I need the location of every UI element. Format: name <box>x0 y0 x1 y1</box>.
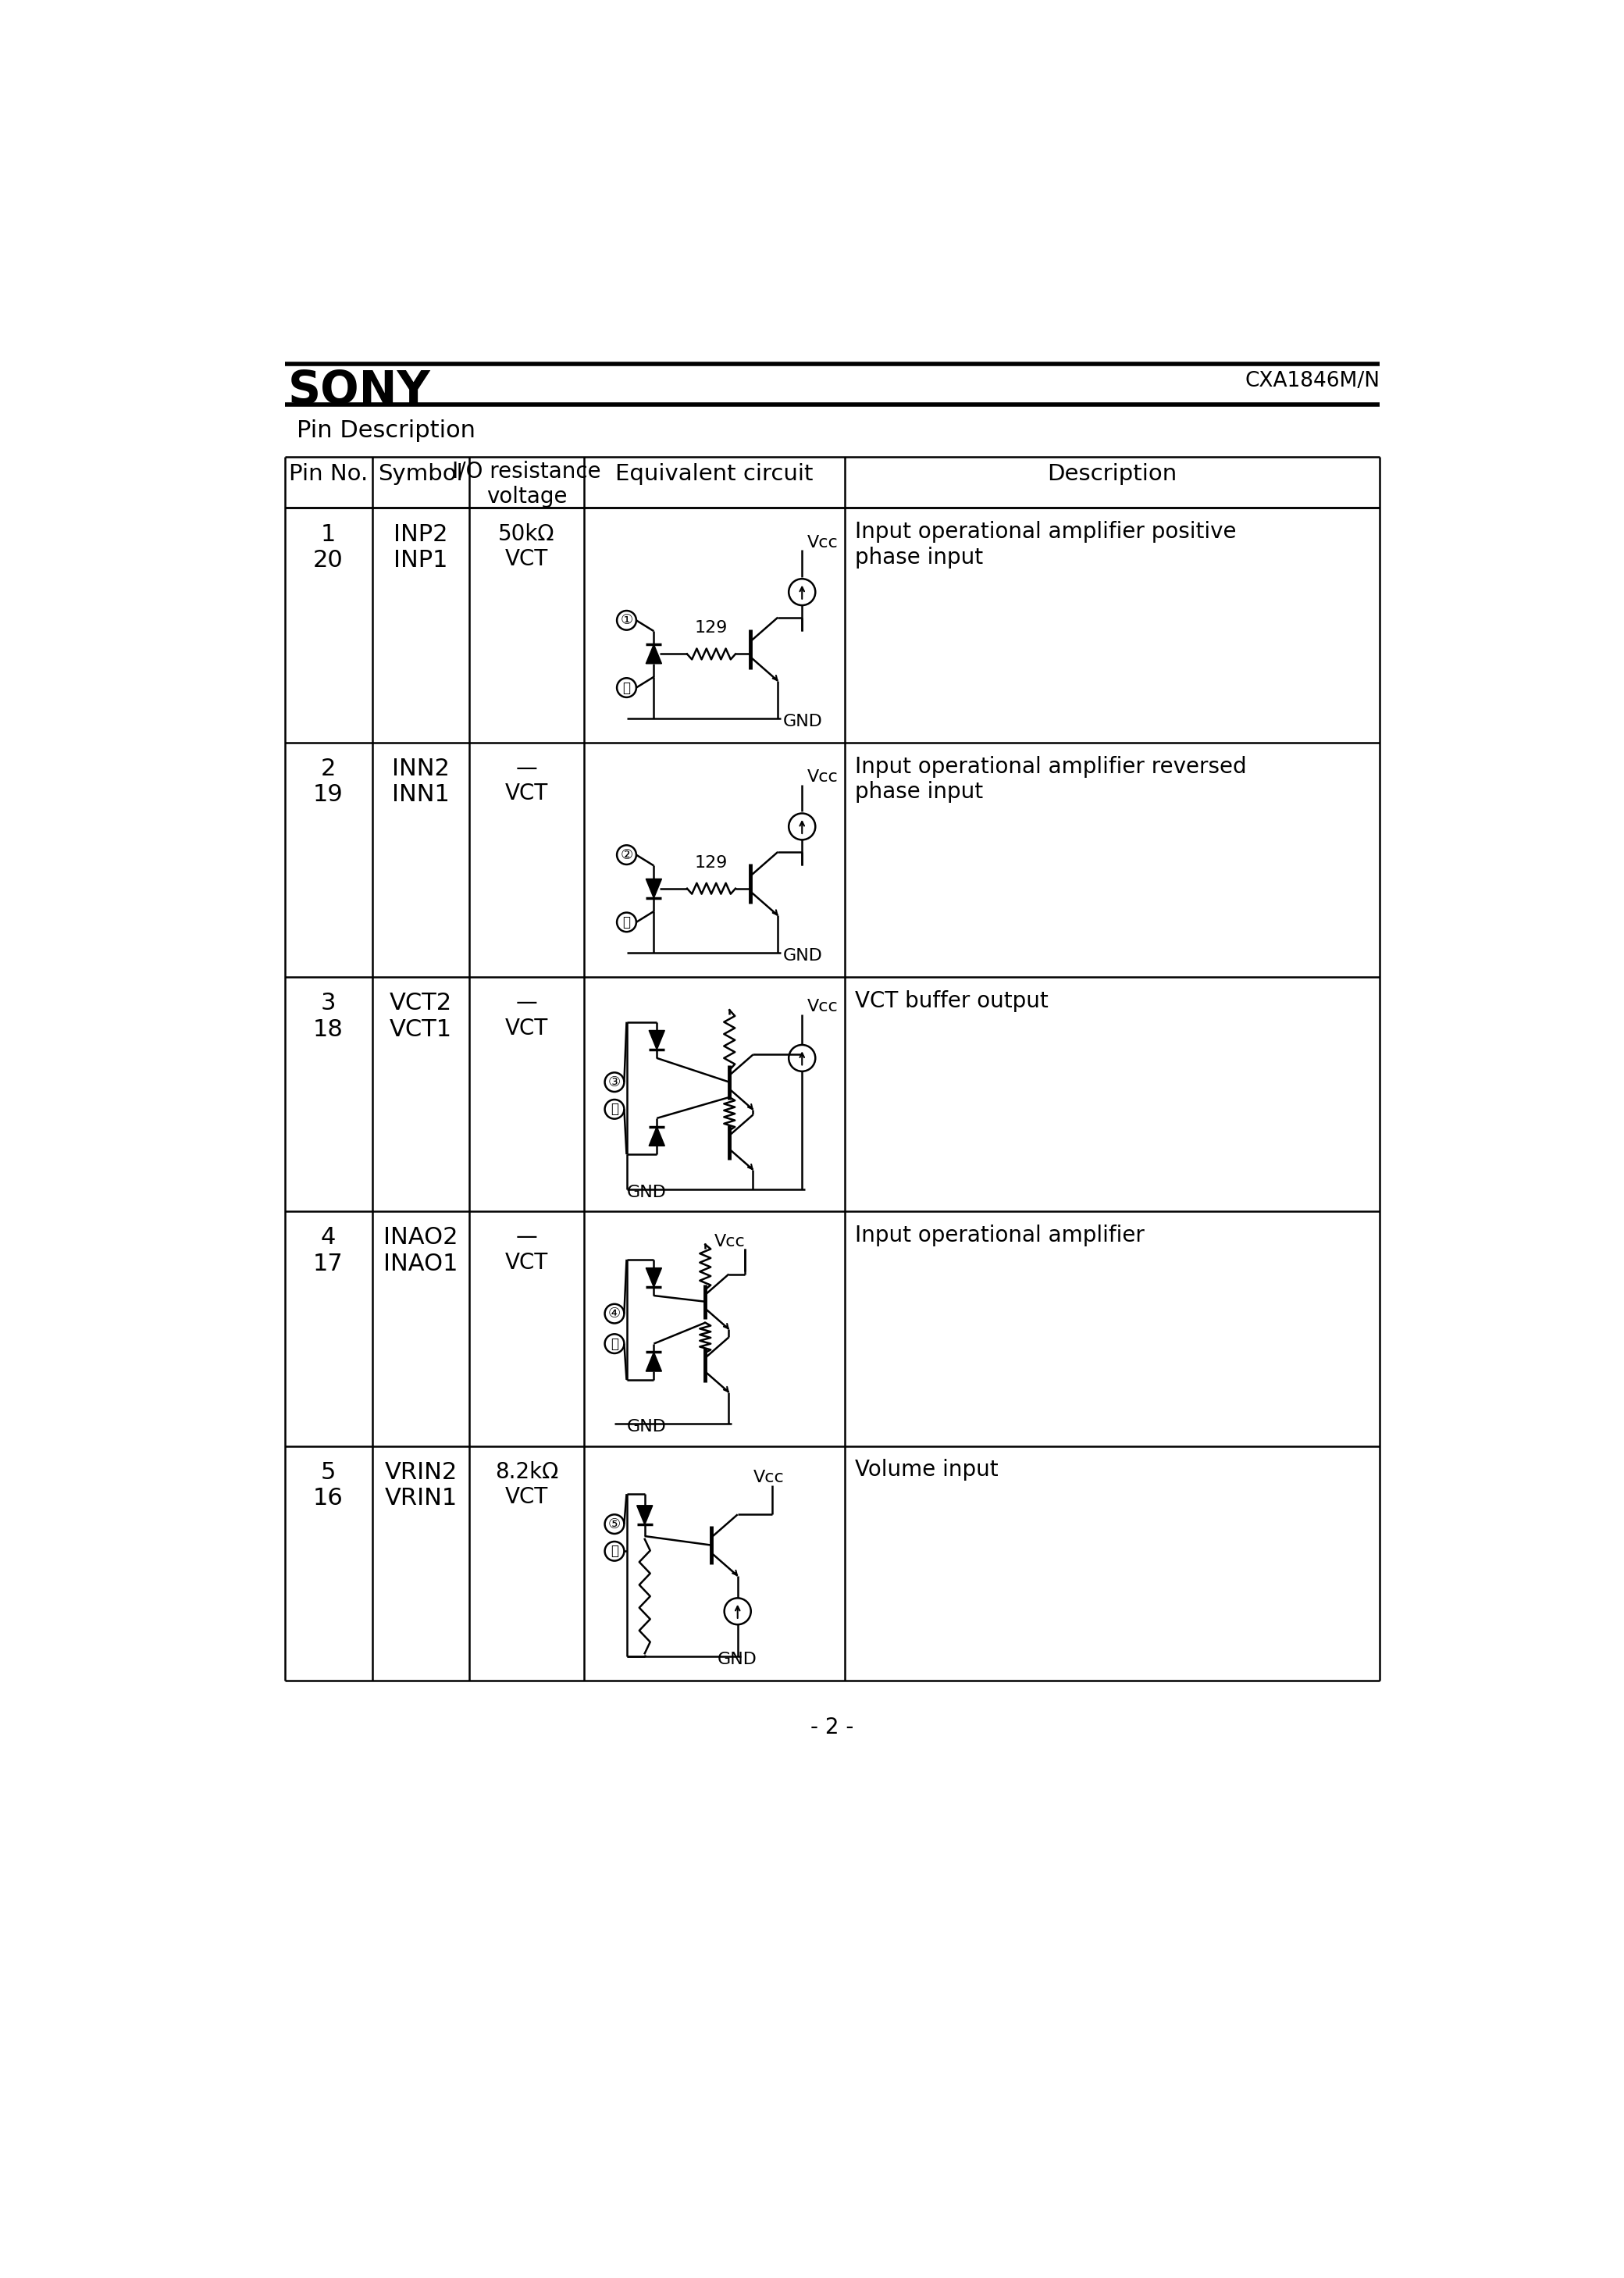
Polygon shape <box>646 879 661 898</box>
Text: VCT buffer output: VCT buffer output <box>856 991 1049 1011</box>
Polygon shape <box>650 1030 664 1050</box>
Text: Volume input: Volume input <box>856 1460 999 1481</box>
Text: Pin Description: Pin Description <box>297 419 476 442</box>
Text: 129: 129 <box>695 854 728 870</box>
Text: ②: ② <box>620 847 633 861</box>
Text: ①: ① <box>620 613 633 626</box>
Text: Pin No.: Pin No. <box>289 462 367 485</box>
Text: 129: 129 <box>695 620 728 636</box>
Polygon shape <box>637 1506 653 1524</box>
Text: 50kΩ
VCT: 50kΩ VCT <box>499 524 555 570</box>
Text: Equivalent circuit: Equivalent circuit <box>615 462 814 485</box>
Text: 4
17: 4 17 <box>313 1226 343 1276</box>
Text: VRIN2
VRIN1: VRIN2 VRIN1 <box>385 1460 458 1510</box>
Text: ⑱: ⑱ <box>611 1103 619 1116</box>
Text: I/O resistance
voltage: I/O resistance voltage <box>453 460 601 508</box>
Text: ⑰: ⑰ <box>611 1337 619 1351</box>
Text: 2
19: 2 19 <box>313 756 343 806</box>
Text: INAO2
INAO1: INAO2 INAO1 <box>383 1226 458 1276</box>
Text: Description: Description <box>1047 462 1177 485</box>
Text: —
VCT: — VCT <box>505 1226 549 1273</box>
Text: CXA1846M/N: CXA1846M/N <box>1246 371 1380 392</box>
Text: ⑲: ⑲ <box>622 916 630 929</box>
Text: 5
16: 5 16 <box>313 1460 343 1510</box>
Text: GND: GND <box>783 948 822 964</box>
Text: —
VCT: — VCT <box>505 756 549 804</box>
Text: GND: GND <box>627 1419 666 1435</box>
Text: Vcc: Vcc <box>807 1000 838 1014</box>
Polygon shape <box>646 1269 661 1287</box>
Text: ④: ④ <box>607 1308 620 1321</box>
Text: GND: GND <box>627 1185 666 1201</box>
Text: —
VCT: — VCT <box>505 991 549 1039</box>
Text: Symbol: Symbol <box>378 462 463 485</box>
Text: Input operational amplifier: Input operational amplifier <box>856 1226 1145 1246</box>
Polygon shape <box>650 1128 664 1146</box>
Text: 3
18: 3 18 <box>313 991 343 1041</box>
Text: Vcc: Vcc <box>754 1469 784 1485</box>
Text: INN2
INN1: INN2 INN1 <box>391 756 450 806</box>
Text: Vcc: Vcc <box>807 535 838 551</box>
Text: GND: GND <box>718 1652 757 1667</box>
Polygon shape <box>646 1353 661 1371</box>
Text: GND: GND <box>783 713 822 729</box>
Text: INP2
INP1: INP2 INP1 <box>393 524 448 572</box>
Text: Input operational amplifier positive
phase input: Input operational amplifier positive pha… <box>856 522 1237 567</box>
Text: Input operational amplifier reversed
phase input: Input operational amplifier reversed pha… <box>856 756 1247 802</box>
Polygon shape <box>646 645 661 663</box>
Text: - 2 -: - 2 - <box>810 1718 854 1738</box>
Text: ⑳: ⑳ <box>622 681 630 695</box>
Text: ③: ③ <box>607 1075 620 1089</box>
Text: VCT2
VCT1: VCT2 VCT1 <box>390 991 451 1041</box>
Text: ⑤: ⑤ <box>607 1517 620 1531</box>
Text: ⑯: ⑯ <box>611 1544 619 1558</box>
Text: 8.2kΩ
VCT: 8.2kΩ VCT <box>495 1460 559 1508</box>
Text: 1
20: 1 20 <box>313 524 343 572</box>
Text: Vcc: Vcc <box>807 770 838 786</box>
Text: Vcc: Vcc <box>715 1235 745 1248</box>
Text: SONY: SONY <box>287 369 430 412</box>
